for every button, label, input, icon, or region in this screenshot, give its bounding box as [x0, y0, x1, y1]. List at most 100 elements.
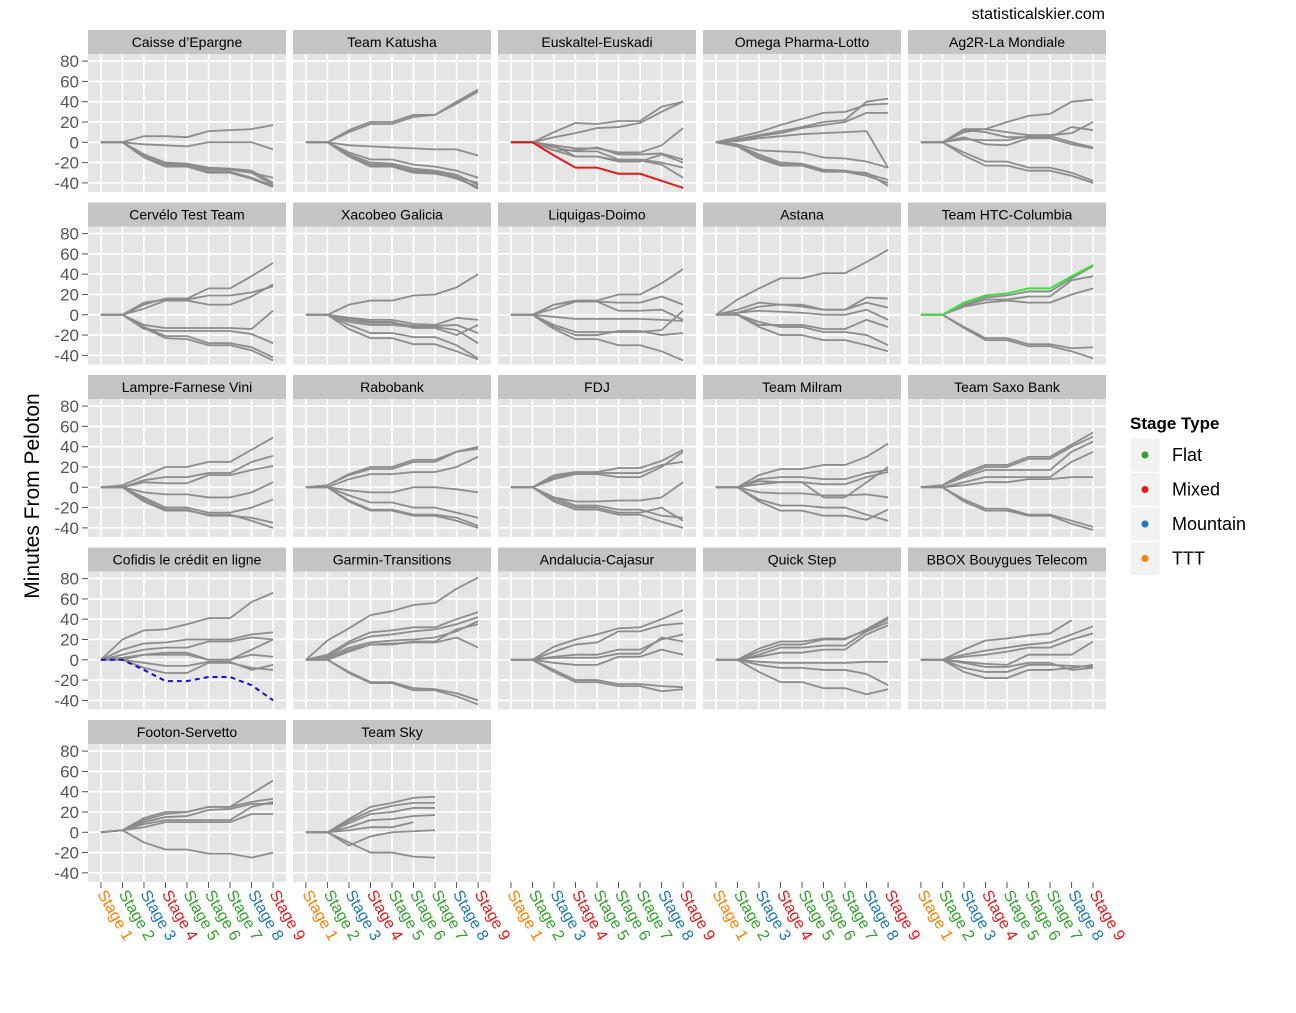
y-tick-label: 0 [70, 651, 79, 670]
series-line [920, 313, 1094, 360]
series-line [715, 97, 889, 144]
facet-title: Quick Step [768, 552, 837, 568]
series-line [510, 100, 684, 144]
series-line [510, 451, 684, 489]
facet-strip [498, 375, 696, 399]
series-line [715, 658, 889, 686]
facet-strip [293, 202, 491, 227]
y-tick-label: -40 [54, 346, 79, 365]
y-tick-label: 0 [70, 133, 79, 152]
legend-label: Mixed [1172, 480, 1220, 500]
series-line [715, 624, 889, 661]
facet-title: Astana [780, 207, 824, 223]
y-tick-label: 40 [60, 438, 79, 457]
facet-strip [88, 30, 286, 54]
y-tick-label: 40 [60, 93, 79, 112]
y-tick-label: 40 [60, 610, 79, 629]
series-line [305, 576, 479, 661]
series-line [305, 273, 479, 316]
y-tick-label: -40 [54, 519, 79, 538]
y-tick-label: 60 [60, 762, 79, 781]
series-line [510, 609, 684, 661]
y-tick-label: 20 [60, 113, 79, 132]
series-line [715, 658, 889, 696]
facet-title: Footon-Servetto [137, 724, 238, 740]
facet-strip [908, 375, 1106, 399]
series-line [920, 450, 1094, 489]
series-line [100, 465, 274, 489]
series-line [305, 831, 436, 859]
series-line [920, 658, 1094, 673]
facet-strip [498, 547, 696, 572]
y-tick-label: -20 [54, 671, 79, 690]
series-line [920, 658, 1094, 679]
y-tick-label: 60 [60, 590, 79, 609]
facet-strip [703, 375, 901, 399]
legend-label: Flat [1172, 445, 1202, 465]
series-line [920, 264, 1094, 316]
facet-title: Ag2R-La Mondiale [949, 34, 1065, 50]
y-tick-label: 60 [60, 417, 79, 436]
series-line [100, 283, 274, 316]
legend-swatch [1141, 520, 1149, 528]
series-line [920, 141, 1094, 184]
facet-strip [88, 375, 286, 399]
series-line [715, 141, 889, 181]
series-line [510, 313, 684, 322]
facet-title: Liquigas-Doimo [548, 207, 645, 223]
series-line [305, 141, 479, 157]
series-line [715, 130, 889, 169]
legend-swatch [1141, 555, 1149, 562]
y-tick-label: -40 [54, 174, 79, 193]
source: statisticalskier.com [972, 6, 1105, 23]
y-tick-label: 60 [60, 245, 79, 264]
y-tick-label: -40 [54, 864, 79, 883]
series-line [715, 486, 889, 521]
facet-title: Lampre-Farnese Vini [122, 379, 252, 395]
facet-title: Team Sky [361, 724, 422, 740]
series-line [100, 141, 274, 151]
series-line [510, 636, 684, 661]
series-line [305, 447, 479, 489]
series-line [100, 313, 274, 345]
facet-strip [498, 30, 696, 54]
y-tick-label: 0 [70, 306, 79, 325]
legend-swatch [1141, 486, 1149, 493]
series-line [305, 456, 479, 489]
series-line [715, 296, 889, 316]
legend-title: Stage Type [1130, 414, 1219, 433]
facet-title: Cofidis le crédit en ligne [113, 552, 262, 568]
series-line [100, 829, 274, 859]
y-tick-label: 40 [60, 265, 79, 284]
y-tick-label: 80 [60, 225, 79, 244]
series-line [305, 616, 479, 661]
series-line [510, 313, 684, 362]
facet-strip [293, 547, 491, 572]
series-line [305, 486, 479, 527]
series-line [305, 623, 479, 661]
series-line [715, 111, 889, 144]
series-line [100, 481, 274, 499]
facet-strip [293, 375, 491, 399]
series-line [305, 313, 479, 360]
y-tick-label: 80 [60, 397, 79, 416]
series-line [715, 616, 889, 661]
facet-title: Xacobeo Galicia [341, 207, 443, 223]
series-line [715, 308, 889, 321]
y-tick-label: -20 [54, 154, 79, 173]
facet-title: Team Saxo Bank [954, 379, 1061, 395]
y-tick-label: 20 [60, 458, 79, 477]
series-line [100, 658, 274, 702]
series-line [715, 658, 889, 664]
facet-strip [908, 30, 1106, 54]
legend-swatch [1141, 451, 1149, 459]
facet-title: Euskaltel-Euskadi [541, 34, 652, 50]
facet-strip [88, 547, 286, 572]
y-tick-label: 60 [60, 72, 79, 91]
series-line [100, 141, 274, 186]
legend-label: TTT [1172, 549, 1205, 569]
series-line [920, 126, 1094, 144]
series-line [305, 611, 479, 661]
series-line [100, 813, 274, 834]
y-tick-label: 80 [60, 570, 79, 589]
